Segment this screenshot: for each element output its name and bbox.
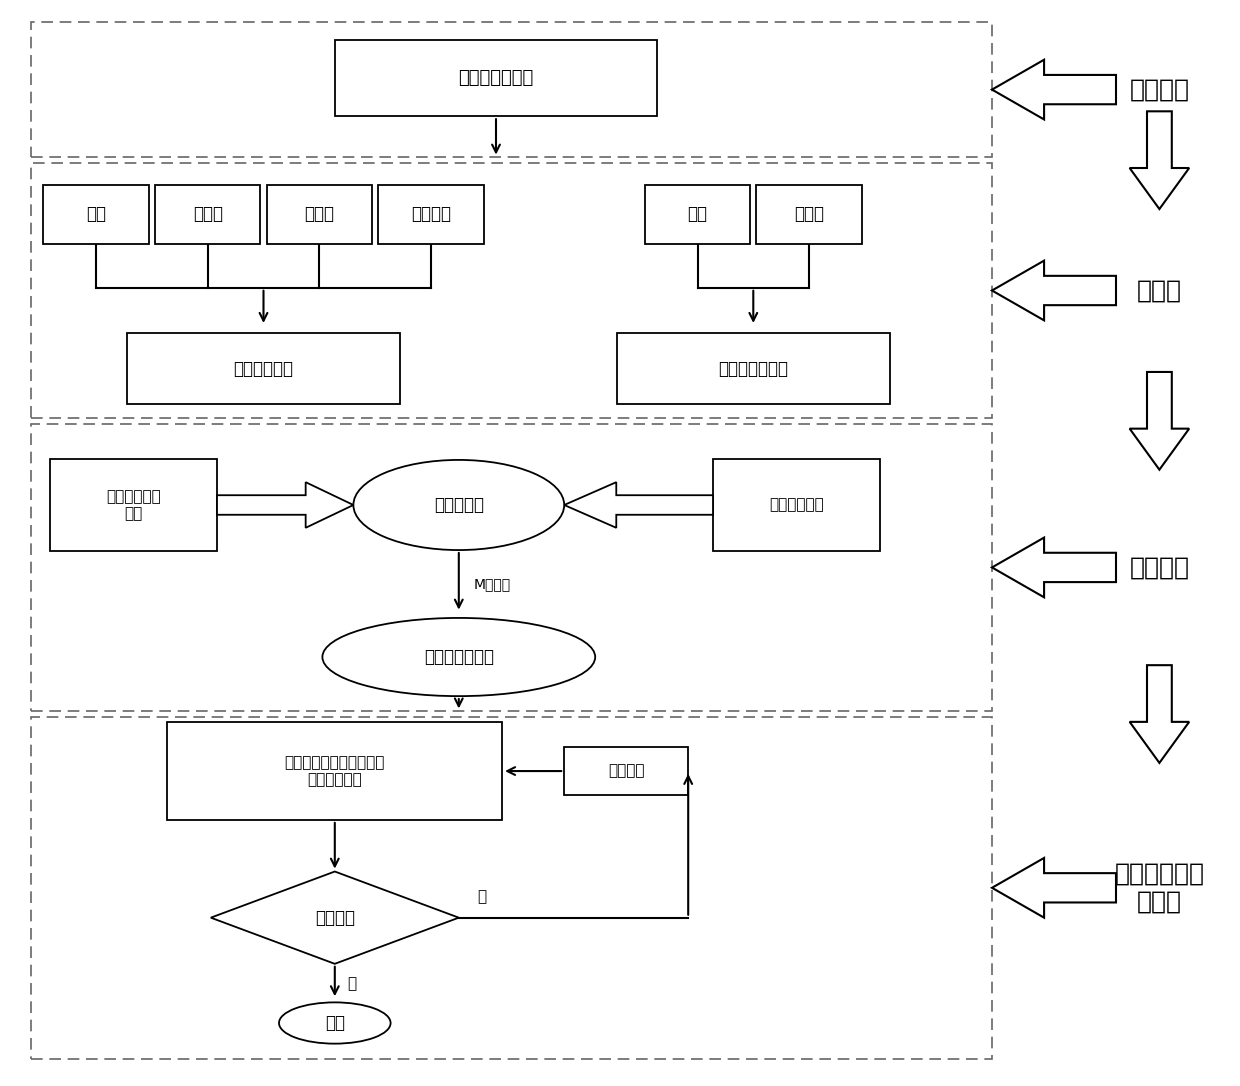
Text: 输入层: 输入层	[1137, 278, 1182, 303]
Text: 否: 否	[477, 889, 486, 905]
Text: 一颗回归树: 一颗回归树	[434, 496, 484, 514]
Text: 速度: 速度	[687, 205, 708, 224]
Text: 速度: 速度	[86, 205, 107, 224]
Ellipse shape	[353, 460, 564, 550]
Bar	[128, 333, 399, 404]
Bar	[31, 163, 992, 418]
Polygon shape	[992, 538, 1116, 597]
Text: 估计精度: 估计精度	[315, 909, 355, 926]
Text: 数据处理: 数据处理	[1130, 77, 1189, 102]
Text: 前一个运行状态: 前一个运行状态	[718, 359, 789, 378]
Bar	[155, 185, 260, 244]
Bar	[618, 333, 889, 404]
Polygon shape	[992, 261, 1116, 320]
Bar	[50, 458, 217, 551]
Bar	[378, 185, 484, 244]
Text: 当前运行工况: 当前运行工况	[233, 359, 294, 378]
Bar	[267, 185, 372, 244]
Polygon shape	[992, 60, 1116, 119]
Ellipse shape	[322, 618, 595, 696]
Text: 模型构建: 模型构建	[1130, 555, 1189, 580]
Bar	[335, 40, 657, 116]
Bar	[564, 747, 688, 795]
Bar	[713, 458, 880, 551]
Text: 拟合损失函数: 拟合损失函数	[769, 497, 825, 513]
Bar	[756, 185, 862, 244]
Text: 参数调节与决
策输出: 参数调节与决 策输出	[1115, 862, 1204, 913]
Text: M次迭代: M次迭代	[474, 577, 511, 591]
Ellipse shape	[279, 1002, 391, 1044]
Polygon shape	[564, 482, 713, 528]
Bar	[31, 717, 992, 1059]
Text: 确定损失函数
类型: 确定损失函数 类型	[105, 489, 161, 521]
Text: 利用梯度提升回归树模型
进行排放估计: 利用梯度提升回归树模型 进行排放估计	[285, 755, 384, 787]
Polygon shape	[1130, 371, 1189, 469]
Polygon shape	[217, 482, 353, 528]
Text: 加速度: 加速度	[192, 205, 223, 224]
Text: 载客量: 载客量	[304, 205, 335, 224]
Text: 结束: 结束	[325, 1014, 345, 1032]
Polygon shape	[1130, 112, 1189, 209]
Text: 梯度提升回归树: 梯度提升回归树	[424, 648, 494, 666]
Polygon shape	[992, 858, 1116, 918]
Text: 参数调节: 参数调节	[608, 763, 645, 779]
Text: 数据规范化处理: 数据规范化处理	[459, 70, 533, 87]
Bar	[31, 424, 992, 711]
Text: 是: 是	[347, 976, 356, 990]
Bar	[645, 185, 750, 244]
Text: 道路坡度: 道路坡度	[410, 205, 451, 224]
Bar	[167, 722, 502, 820]
Bar	[31, 22, 992, 157]
Polygon shape	[211, 871, 459, 964]
Polygon shape	[1130, 665, 1189, 762]
Text: 加速度: 加速度	[794, 205, 825, 224]
Bar	[43, 185, 149, 244]
